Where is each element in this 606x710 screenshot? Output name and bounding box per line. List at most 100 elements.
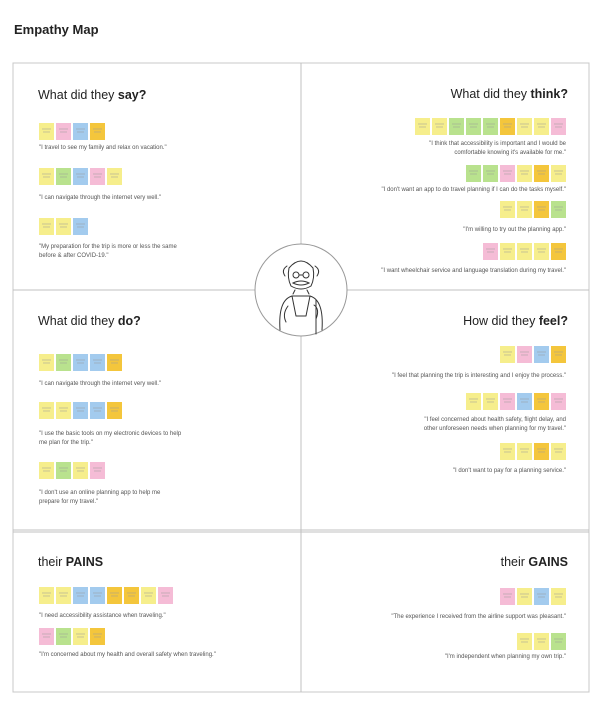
sticky-note: [517, 165, 532, 182]
heading-text: What did they: [38, 314, 118, 328]
sticky-note-body: [39, 628, 54, 645]
quadrant-heading: What did they think?: [451, 87, 568, 101]
quote-text: "I don't use an online planning app to h…: [39, 490, 161, 496]
sticky-note-body: [107, 354, 122, 371]
heading-emphasis: feel?: [539, 314, 568, 328]
sticky-note: [551, 346, 566, 363]
quote-text: before & after COVID-19.": [39, 253, 109, 259]
sticky-note-body: [56, 354, 71, 371]
quote-text: me plan for the trip.": [39, 440, 93, 446]
sticky-note: [534, 165, 549, 182]
sticky-note: [39, 218, 54, 235]
sticky-note: [500, 243, 515, 260]
sticky-note-body: [415, 118, 430, 135]
sticky-note: [39, 354, 54, 371]
sticky-note: [158, 587, 173, 604]
sticky-note: [517, 393, 532, 410]
sticky-note-body: [534, 243, 549, 260]
sticky-note-body: [39, 168, 54, 185]
sticky-note: [39, 587, 54, 604]
persona-illustration: [254, 243, 348, 337]
sticky-note: [56, 218, 71, 235]
sticky-note: [107, 402, 122, 419]
sticky-note: [90, 402, 105, 419]
quote-text: "I feel that planning the trip is intere…: [392, 373, 566, 379]
sticky-note-body: [500, 165, 515, 182]
sticky-note: [466, 118, 481, 135]
sticky-note-body: [517, 243, 532, 260]
sticky-note: [56, 123, 71, 140]
quote-text: "I think that accessibility is important…: [429, 141, 567, 147]
sticky-note: [517, 588, 532, 605]
sticky-note-body: [90, 354, 105, 371]
quadrant-heading: How did they feel?: [463, 314, 568, 328]
quote-text: "I feel concerned about health safety, f…: [424, 417, 566, 423]
sticky-note-body: [39, 354, 54, 371]
heading-text: How did they: [463, 314, 539, 328]
sticky-note: [39, 168, 54, 185]
sticky-note-body: [90, 402, 105, 419]
sticky-note-body: [551, 118, 566, 135]
sticky-note-body: [551, 633, 566, 650]
sticky-note: [39, 402, 54, 419]
sticky-note: [90, 354, 105, 371]
sticky-note: [107, 168, 122, 185]
sticky-note-body: [466, 393, 481, 410]
sticky-note: [551, 118, 566, 135]
heading-text: What did they: [451, 87, 531, 101]
sticky-note-body: [534, 633, 549, 650]
sticky-note-body: [517, 633, 532, 650]
sticky-note-body: [141, 587, 156, 604]
sticky-note-body: [500, 243, 515, 260]
sticky-note-body: [517, 201, 532, 218]
sticky-note: [56, 402, 71, 419]
sticky-note: [534, 118, 549, 135]
sticky-note-body: [483, 243, 498, 260]
sticky-note-body: [432, 118, 447, 135]
quote-text: "I don't want to pay for a planning serv…: [453, 468, 566, 474]
sticky-note: [551, 393, 566, 410]
sticky-note: [500, 393, 515, 410]
sticky-note: [39, 628, 54, 645]
sticky-note: [56, 587, 71, 604]
heading-text: their: [501, 555, 529, 569]
sticky-note-body: [534, 443, 549, 460]
sticky-note: [483, 243, 498, 260]
quote-text: "I use the basic tools on my electronic …: [39, 431, 182, 437]
sticky-note: [551, 588, 566, 605]
sticky-note-body: [534, 346, 549, 363]
quote-text: "The experience I received from the airl…: [391, 614, 566, 620]
sticky-note-body: [534, 118, 549, 135]
sticky-note-body: [56, 168, 71, 185]
sticky-note: [534, 243, 549, 260]
sticky-note: [107, 354, 122, 371]
quote-text: "I'm concerned about my health and overa…: [39, 652, 216, 658]
sticky-note-body: [534, 588, 549, 605]
sticky-note: [534, 346, 549, 363]
sticky-note: [449, 118, 464, 135]
sticky-note: [90, 168, 105, 185]
sticky-note: [107, 587, 122, 604]
sticky-note-body: [517, 588, 532, 605]
quote-text: "I can navigate through the internet ver…: [39, 381, 161, 387]
quadrant-heading: their PAINS: [38, 555, 103, 569]
quote-text: "I'm willing to try out the planning app…: [463, 227, 566, 233]
sticky-note: [551, 201, 566, 218]
sticky-note-body: [500, 443, 515, 460]
sticky-note-body: [39, 402, 54, 419]
sticky-note-body: [517, 118, 532, 135]
heading-emphasis: PAINS: [66, 555, 103, 569]
sticky-note: [73, 354, 88, 371]
sticky-note: [483, 165, 498, 182]
sticky-note: [483, 118, 498, 135]
sticky-note-body: [483, 393, 498, 410]
heading-emphasis: GAINS: [528, 555, 568, 569]
sticky-note: [415, 118, 430, 135]
sticky-note-body: [73, 354, 88, 371]
sticky-note: [500, 118, 515, 135]
heading-emphasis: think?: [531, 87, 569, 101]
sticky-note: [39, 123, 54, 140]
sticky-note-body: [90, 462, 105, 479]
sticky-note: [73, 628, 88, 645]
